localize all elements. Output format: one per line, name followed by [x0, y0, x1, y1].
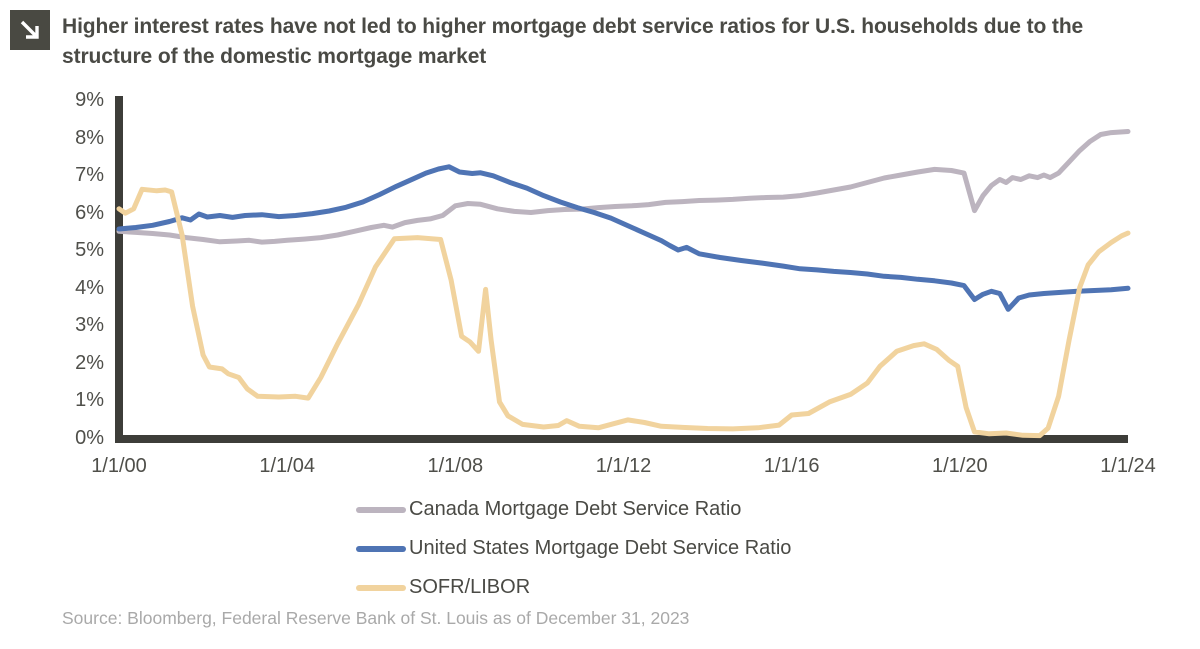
x-tick-label: 1/1/00: [91, 455, 147, 477]
x-tick-label: 1/1/20: [931, 455, 988, 477]
legend-swatch-canada: [356, 506, 406, 513]
y-tick-label: 5%: [75, 239, 104, 261]
legend-swatch-united-states: [356, 545, 406, 552]
legend-item-united-states: United States Mortgage Debt Service Rati…: [356, 529, 791, 568]
legend-label: SOFR/LIBOR: [409, 576, 531, 598]
series-line-canada: [116, 129, 1131, 245]
series-line-united-states: [116, 164, 1131, 312]
legend-swatch-sofr-libor: [356, 584, 406, 591]
legend-item-canada: Canada Mortgage Debt Service Ratio: [356, 490, 791, 529]
source-note: Source: Bloomberg, Federal Reserve Bank …: [62, 608, 690, 628]
y-tick-label: 4%: [75, 276, 104, 299]
y-tick-label: 9%: [75, 89, 104, 111]
y-tick-label: 0%: [75, 426, 104, 449]
arrow-down-right-icon: [10, 10, 50, 50]
x-tick-label: 1/1/04: [259, 455, 315, 477]
y-tick-label: 6%: [75, 201, 104, 224]
y-tick-label: 7%: [75, 164, 104, 186]
y-tick-label: 1%: [75, 389, 104, 411]
legend-item-sofr-libor: SOFR/LIBOR: [356, 568, 791, 607]
legend-label: United States Mortgage Debt Service Rati…: [409, 537, 792, 559]
x-tick-label: 1/1/12: [595, 455, 652, 477]
chart-title: Higher interest rates have not led to hi…: [62, 15, 1084, 68]
y-tick-label: 2%: [75, 351, 104, 374]
x-tick-label: 1/1/16: [763, 455, 820, 477]
legend-label: Canada Mortgage Debt Service Ratio: [409, 498, 742, 520]
series-line-sofr-libor: [116, 186, 1131, 439]
x-tick-label: 1/1/24: [1100, 455, 1156, 477]
chart-legend: Canada Mortgage Debt Service Ratio United…: [356, 490, 791, 607]
axes: [115, 96, 1128, 443]
y-tick-label: 8%: [75, 126, 104, 149]
x-tick-label: 1/1/08: [427, 455, 484, 477]
y-tick-label: 3%: [75, 314, 104, 336]
